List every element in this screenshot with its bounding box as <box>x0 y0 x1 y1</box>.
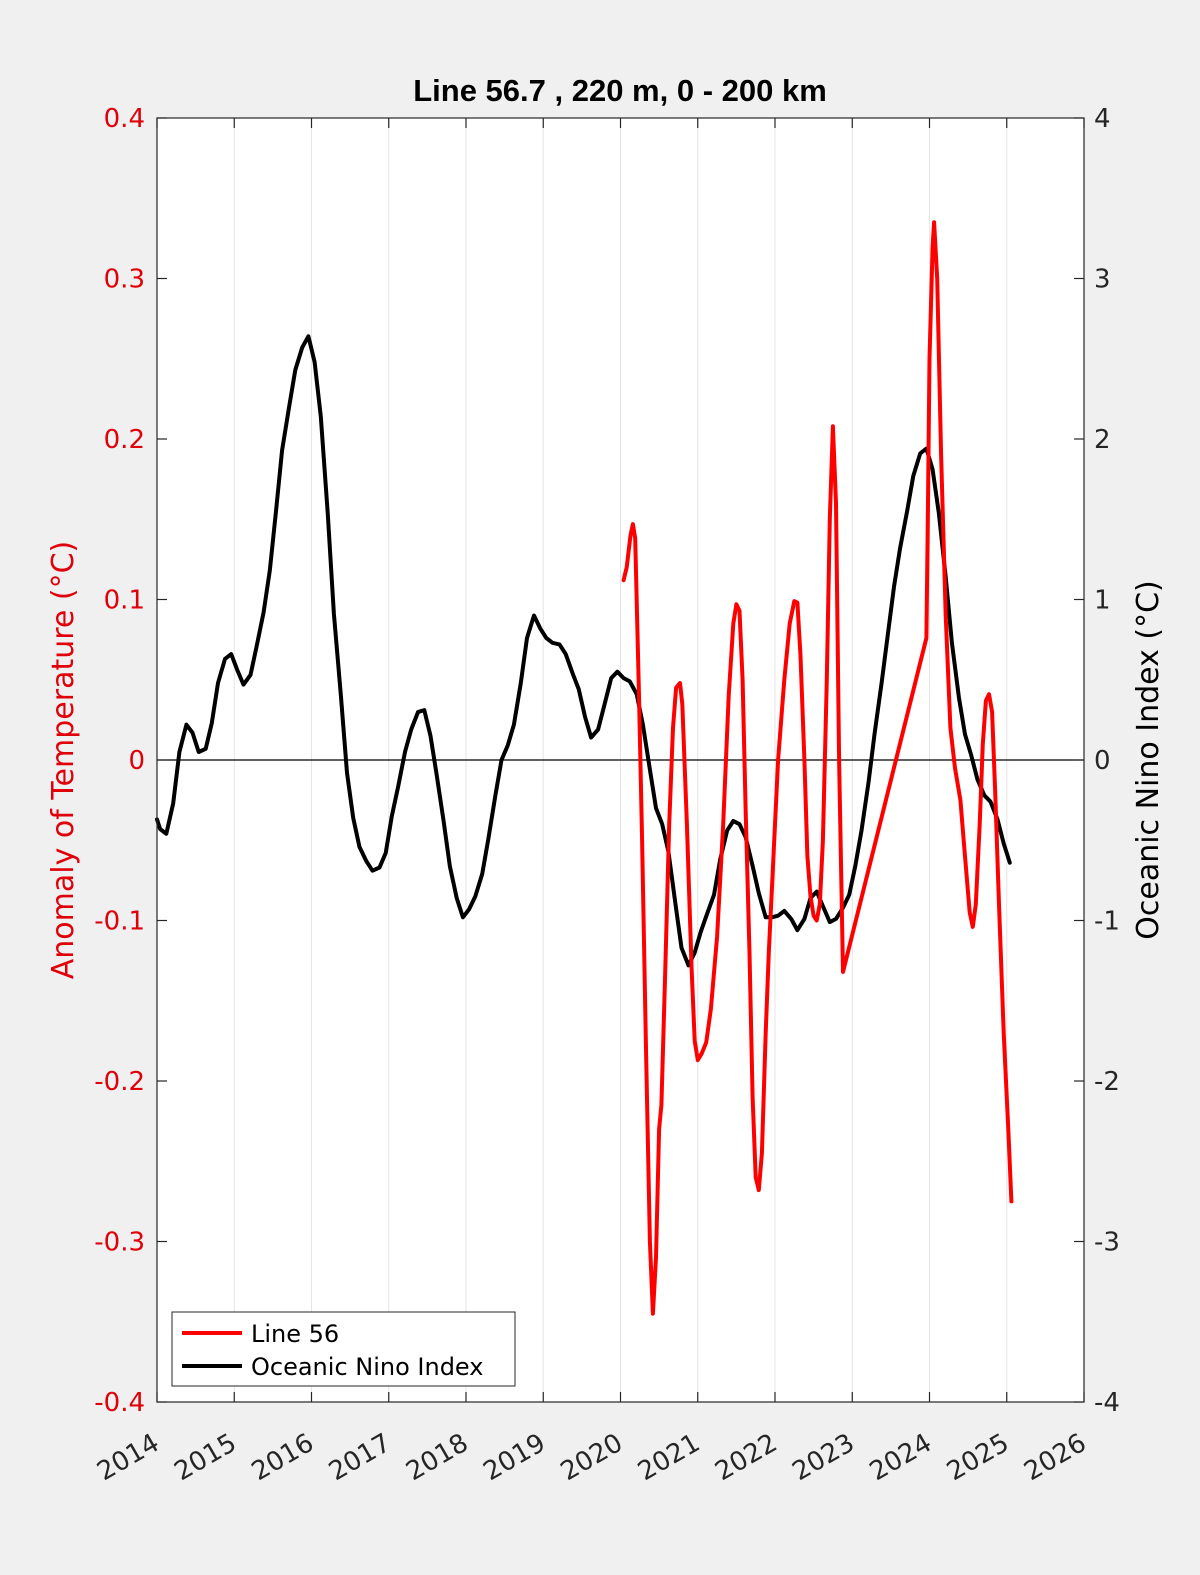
legend: Line 56 Oceanic Nino Index <box>171 1311 516 1387</box>
y-tick-label-left: 0 <box>128 746 145 776</box>
legend-label-line56: Line 56 <box>251 1320 339 1348</box>
series-line56 <box>621 220 1014 1316</box>
series-oceanic-nino-index <box>155 334 1012 968</box>
y-tick-label-right: -4 <box>1094 1388 1120 1418</box>
series-group <box>155 220 1014 1316</box>
y-tick-label-left: -0.3 <box>94 1228 145 1258</box>
y-tick-label-left: 0.2 <box>104 425 145 455</box>
y-tick-label-left: 0.1 <box>104 586 145 616</box>
chart-title: Line 56.7 , 220 m, 0 - 200 km <box>413 73 827 108</box>
y-tick-label-right: -2 <box>1094 1067 1120 1097</box>
y-tick-label-right: 4 <box>1094 104 1111 134</box>
y-tick-label-right: 1 <box>1094 586 1111 616</box>
y-tick-label-left: -0.4 <box>94 1388 145 1418</box>
y-tick-label-left: -0.1 <box>94 907 145 937</box>
legend-label-oni: Oceanic Nino Index <box>251 1353 483 1381</box>
y-tick-label-right: 3 <box>1094 265 1111 295</box>
y-tick-label-right: 2 <box>1094 425 1111 455</box>
y-tick-label-right: -1 <box>1094 907 1120 937</box>
legend-box <box>171 1311 516 1387</box>
y-tick-label-left: 0.3 <box>104 265 145 295</box>
y-tick-label-right: 0 <box>1094 746 1111 776</box>
y-axis-label-left: Anomaly of Temperature (°C) <box>46 541 81 980</box>
axis-ticks <box>156 117 1085 1403</box>
y-tick-label-right: -3 <box>1094 1228 1120 1258</box>
y-tick-label-left: -0.2 <box>94 1067 145 1097</box>
y-axis-label-right: Oceanic Nino Index (°C) <box>1131 580 1166 940</box>
y-tick-label-left: 0.4 <box>104 104 145 134</box>
